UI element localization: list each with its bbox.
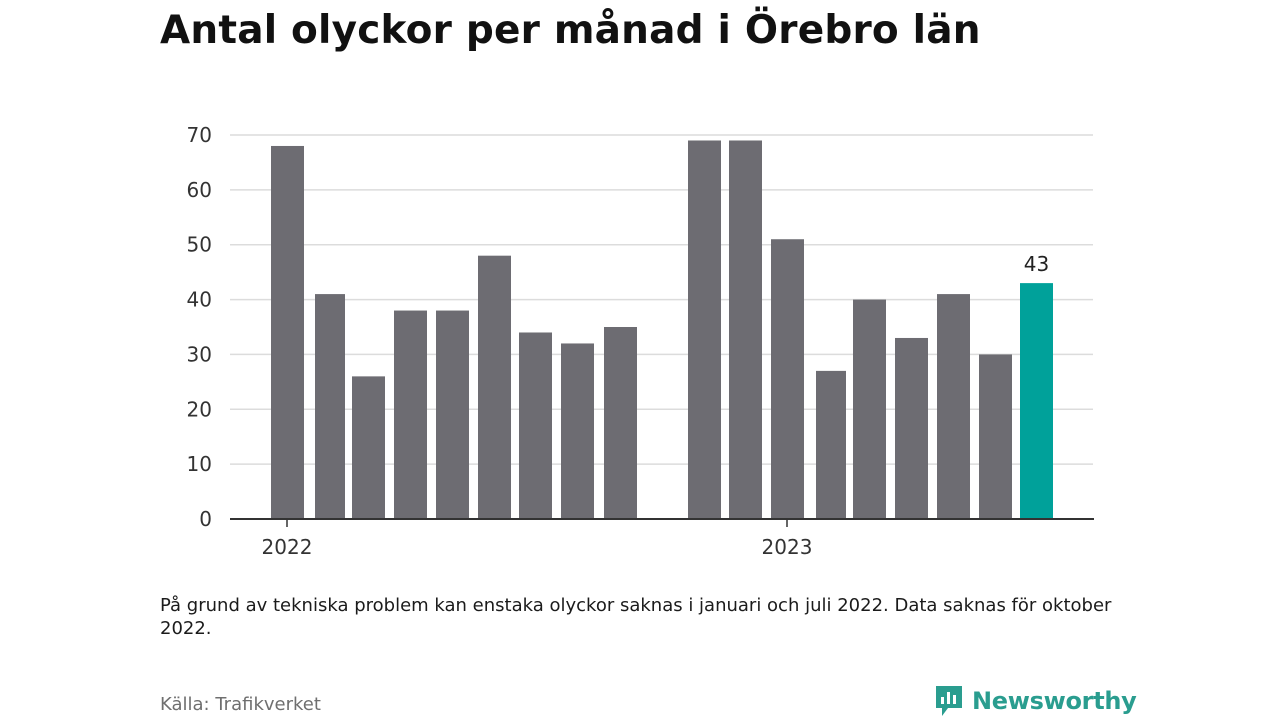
y-tick-label: 60 [187, 178, 212, 202]
bar [519, 332, 552, 519]
bar [604, 327, 637, 519]
bar [352, 376, 385, 519]
bar [937, 294, 970, 519]
y-axis-tick-labels: 0 10 20 30 40 50 60 70 [187, 123, 212, 531]
bar [853, 299, 886, 519]
y-tick-label: 10 [187, 452, 212, 476]
source-credit: Källa: Trafikverket [160, 694, 321, 715]
bar-chart: 0 10 20 30 40 50 60 70 43 2022 2023 [187, 123, 1094, 559]
bar [895, 337, 928, 519]
bar [979, 354, 1012, 519]
bar [561, 343, 594, 519]
x-axis [230, 518, 1094, 527]
chart-footnote: På grund av tekniska problem kan enstaka… [160, 595, 1112, 639]
bar-value-label: 43 [1024, 252, 1049, 276]
bar [394, 310, 427, 519]
newsworthy-brand-name: Newsworthy [972, 687, 1137, 715]
bar [688, 140, 721, 519]
newsworthy-brand[interactable]: Newsworthy [934, 684, 1137, 718]
bar [816, 370, 846, 519]
chart-title: Antal olyckor per månad i Örebro län [160, 8, 981, 53]
bars: 43 [271, 140, 1053, 519]
y-tick-label: 0 [199, 507, 212, 531]
x-tick-label: 2022 [262, 535, 313, 559]
y-tick-label: 40 [187, 288, 212, 312]
bar [436, 310, 469, 519]
bar-highlighted [1020, 283, 1053, 519]
x-tick-label: 2023 [762, 535, 813, 559]
x-axis-tick-labels: 2022 2023 [262, 535, 813, 559]
y-tick-label: 70 [187, 123, 212, 147]
bar [771, 239, 804, 519]
y-tick-label: 30 [187, 342, 212, 366]
y-tick-label: 50 [187, 233, 212, 257]
bar [729, 140, 762, 519]
y-tick-label: 20 [187, 397, 212, 421]
bar [478, 255, 511, 519]
bar [271, 145, 304, 519]
bar [315, 294, 345, 519]
newsworthy-logo-icon [936, 686, 962, 716]
